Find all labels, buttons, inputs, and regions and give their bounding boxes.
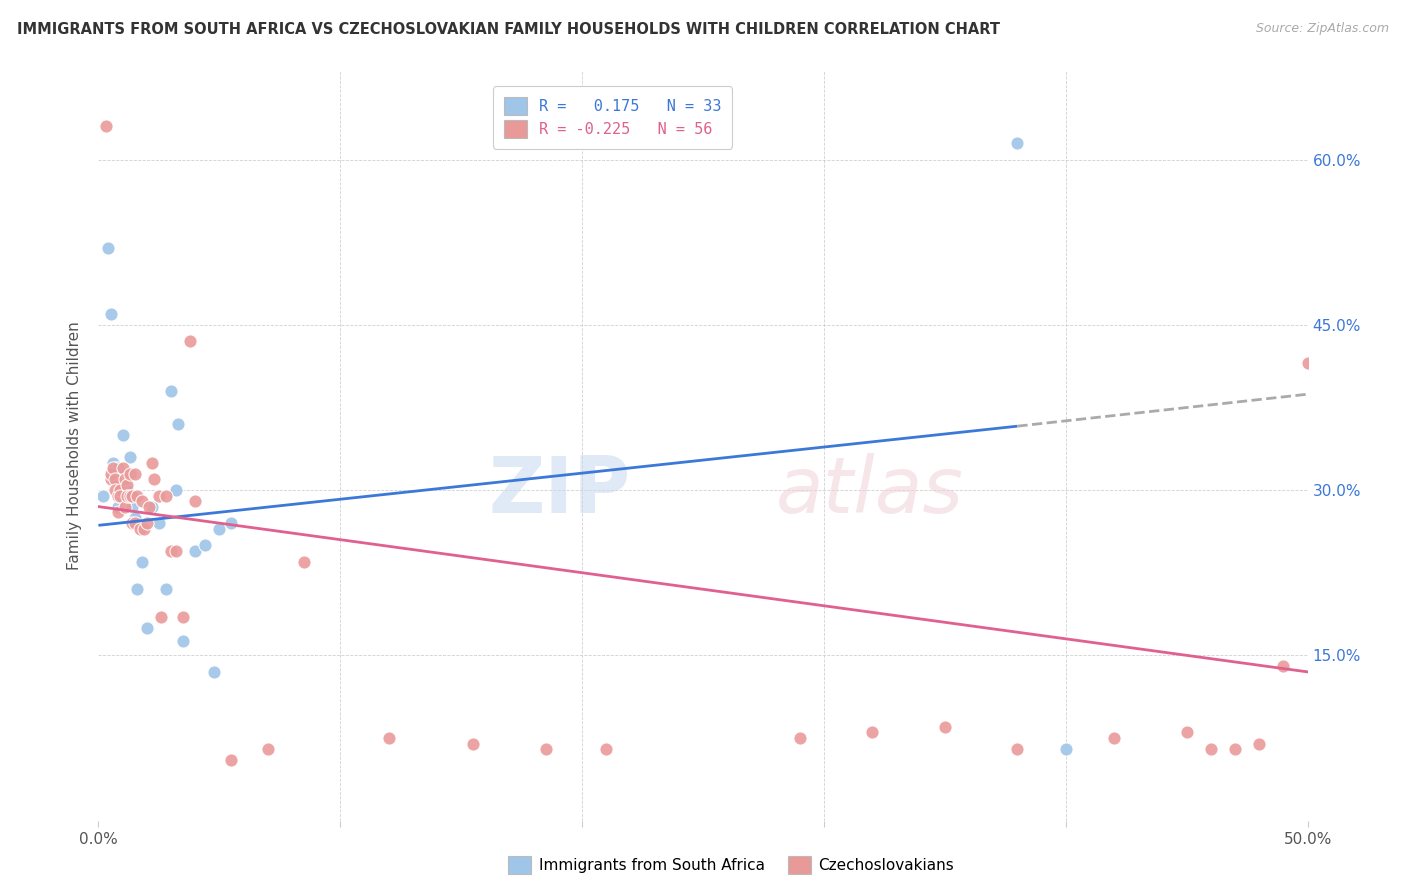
Point [165,483,187,497]
Text: atlas: atlas [776,453,963,529]
Point [107,500,129,514]
Point [111,461,134,475]
Point [595,742,617,756]
Point [91,489,114,503]
Point [108,489,131,503]
Point [111,428,134,442]
Point [221,753,243,767]
Point [204,665,226,679]
Point [108,483,131,497]
Point [135,621,157,635]
Legend: R =   0.175   N = 33, R = -0.225   N = 56: R = 0.175 N = 33, R = -0.225 N = 56 [494,87,733,149]
Point [179,334,201,349]
Point [860,725,883,739]
Point [789,731,811,745]
Point [143,472,166,486]
Point [114,472,136,486]
Point [172,609,194,624]
Point [1223,742,1246,756]
Point [104,461,127,475]
Point [141,456,163,470]
Point [121,516,143,530]
Point [117,489,139,503]
Point [114,500,136,514]
Point [107,505,129,519]
Point [127,582,149,597]
Point [117,477,139,491]
Point [1175,725,1198,739]
Point [194,538,217,552]
Point [94,120,117,134]
Point [104,483,127,497]
Point [148,516,170,530]
Point [184,494,207,508]
Text: IMMIGRANTS FROM SOUTH AFRICA VS CZECHOSLOVAKIAN FAMILY HOUSEHOLDS WITH CHILDREN : IMMIGRANTS FROM SOUTH AFRICA VS CZECHOSL… [17,22,1000,37]
Point [127,489,149,503]
Point [101,472,124,486]
Point [1054,742,1077,756]
Point [160,543,183,558]
Point [104,472,127,486]
Point [534,742,557,756]
Point [1007,136,1029,150]
Point [172,634,194,648]
Point [100,472,122,486]
Point [1102,731,1125,745]
Point [463,737,485,751]
Y-axis label: Family Households with Children: Family Households with Children [67,322,83,570]
Point [101,456,124,470]
Point [1249,737,1271,751]
Point [141,500,163,514]
Point [155,582,177,597]
Point [1272,659,1295,673]
Point [118,450,141,464]
Point [134,522,156,536]
Point [150,609,173,624]
Point [104,467,127,481]
Point [1199,742,1222,756]
Point [131,555,153,569]
Text: ZIP: ZIP [488,453,630,529]
Point [108,477,131,491]
Point [114,477,136,491]
Point [117,483,139,497]
Point [221,516,243,530]
Point [128,522,150,536]
Point [107,489,129,503]
Point [184,543,207,558]
Point [1296,356,1319,370]
Point [292,555,315,569]
Point [107,461,129,475]
Point [121,500,143,514]
Point [131,494,153,508]
Point [101,461,124,475]
Point [118,489,141,503]
Point [124,516,146,530]
Point [100,307,122,321]
Point [97,241,120,255]
Point [118,467,141,481]
Point [121,489,143,503]
Point [167,417,190,431]
Point [160,384,183,398]
Legend: Immigrants from South Africa, Czechoslovakians: Immigrants from South Africa, Czechoslov… [502,850,960,880]
Point [165,543,187,558]
Point [124,510,146,524]
Text: Source: ZipAtlas.com: Source: ZipAtlas.com [1256,22,1389,36]
Point [934,720,956,734]
Point [100,467,122,481]
Point [135,516,157,530]
Point [377,731,399,745]
Point [124,467,146,481]
Point [256,742,278,756]
Point [1007,742,1029,756]
Point [208,522,231,536]
Point [148,489,170,503]
Point [155,489,177,503]
Point [138,500,160,514]
